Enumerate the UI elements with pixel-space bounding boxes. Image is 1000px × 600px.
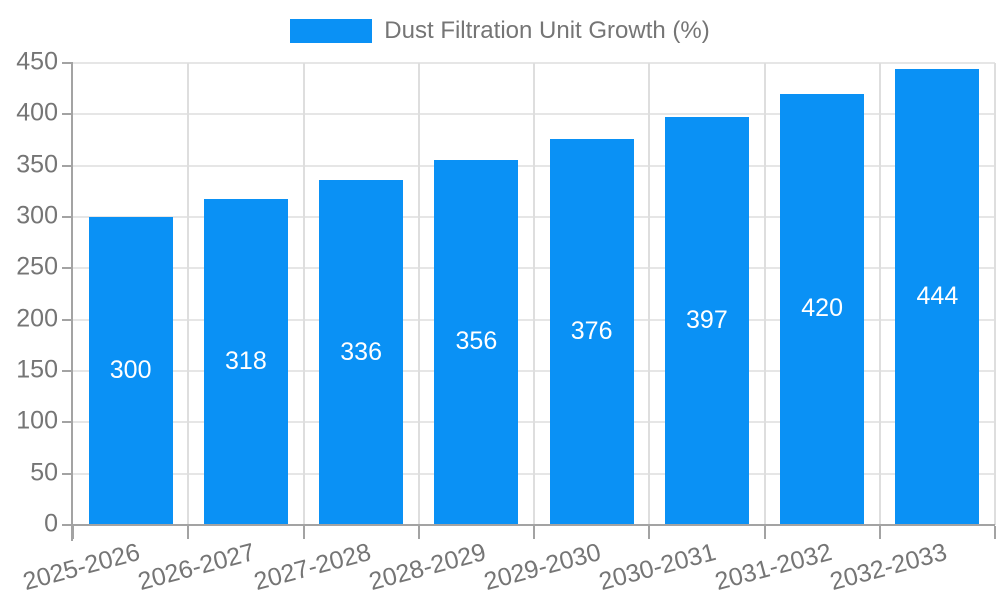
y-tick-label: 150 [16, 355, 58, 384]
y-tick-label: 250 [16, 252, 58, 281]
x-tick-mark [878, 526, 881, 539]
bar: 420 [780, 93, 865, 524]
bar-value-label: 397 [686, 306, 728, 335]
x-gridline [302, 63, 305, 525]
y-axis-line [71, 63, 73, 541]
y-tick-label: 450 [16, 47, 58, 76]
x-gridline [417, 63, 420, 525]
x-tick-label: 2028-2029 [365, 538, 489, 596]
x-gridline [533, 63, 535, 525]
x-tick-label: 2032-2033 [826, 538, 950, 596]
x-tick-mark [302, 526, 305, 539]
x-tick-mark [648, 526, 651, 539]
y-tick-mark [62, 216, 73, 218]
bar: 318 [203, 198, 288, 524]
y-tick-label: 400 [16, 98, 58, 127]
x-tick-mark [533, 526, 535, 539]
bar-value-label: 420 [801, 294, 843, 323]
x-tick-label: 2029-2030 [481, 538, 604, 596]
legend-swatch [290, 19, 373, 43]
x-gridline [878, 63, 881, 525]
x-tick-label: 2027-2028 [250, 538, 374, 596]
y-tick-label: 300 [16, 201, 58, 230]
y-tick-mark [62, 113, 73, 116]
y-tick-mark [62, 472, 73, 475]
y-tick-label: 100 [16, 406, 58, 435]
legend-label: Dust Filtration Unit Growth (%) [384, 17, 710, 44]
x-tick-label: 2025-2026 [20, 538, 143, 596]
y-tick-mark [62, 164, 73, 167]
bar: 444 [895, 69, 980, 524]
x-tick-mark [72, 526, 74, 539]
x-gridline [187, 63, 190, 525]
bar-value-label: 444 [916, 282, 959, 311]
bar-value-label: 356 [455, 327, 498, 356]
y-tick-mark [62, 421, 73, 424]
y-tick-mark [62, 62, 73, 64]
bar: 376 [549, 138, 634, 524]
y-tick-label: 0 [44, 509, 58, 538]
bar: 356 [434, 159, 519, 524]
y-tick-label: 350 [16, 149, 58, 178]
bar: 397 [664, 117, 749, 524]
y-tick-label: 200 [16, 303, 58, 332]
x-tick-mark [187, 526, 190, 539]
x-gridline [763, 63, 766, 525]
x-tick-label: 2026-2027 [135, 538, 259, 596]
bar-value-label: 376 [570, 316, 613, 345]
y-tick-mark [62, 370, 73, 372]
x-tick-mark [417, 526, 420, 539]
x-tick-label: 2031-2032 [711, 538, 835, 596]
x-gridline [648, 63, 651, 525]
x-gridline [994, 63, 996, 525]
bar: 300 [88, 217, 173, 524]
y-tick-mark [62, 318, 73, 321]
x-tick-label: 2030-2031 [596, 538, 720, 596]
x-axis-line [62, 524, 995, 526]
bar-value-label: 318 [225, 346, 267, 375]
x-tick-mark [763, 526, 766, 539]
y-tick-mark [62, 267, 73, 270]
bar: 336 [319, 180, 404, 524]
bar-value-label: 336 [340, 337, 382, 366]
bar-value-label: 300 [109, 356, 152, 384]
x-tick-mark [994, 526, 996, 539]
y-tick-label: 50 [30, 457, 58, 486]
legend[interactable]: Dust Filtration Unit Growth (%) [0, 17, 1000, 45]
